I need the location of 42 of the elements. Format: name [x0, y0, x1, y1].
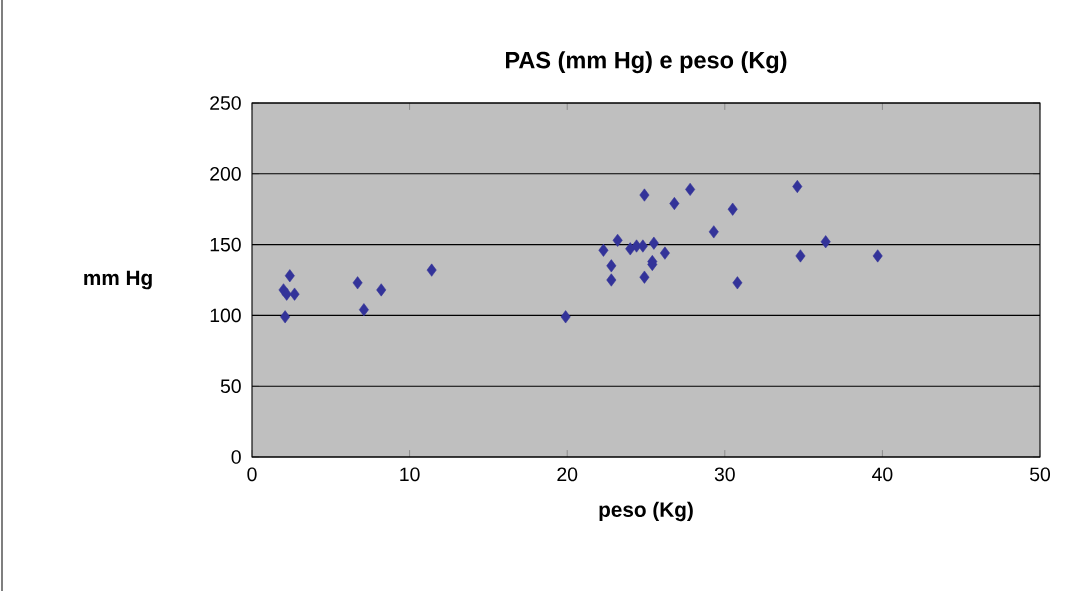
x-axis-title: peso (Kg) — [599, 501, 693, 522]
point — [659, 246, 670, 260]
point — [560, 310, 571, 324]
point — [820, 235, 831, 249]
point — [280, 310, 291, 324]
point — [732, 276, 743, 290]
x-tick-label: 50 — [1030, 467, 1051, 482]
y-tick-label: 250 — [210, 96, 241, 110]
y-tick-label: 150 — [210, 237, 241, 252]
point — [606, 259, 617, 273]
point — [352, 276, 363, 290]
point — [685, 182, 696, 196]
point — [281, 287, 292, 301]
point — [639, 188, 650, 202]
point — [637, 239, 648, 253]
y-tick-label: 100 — [210, 308, 241, 323]
point — [792, 180, 803, 194]
y-tick-label: 200 — [210, 166, 241, 181]
point — [289, 287, 300, 301]
point — [648, 236, 659, 250]
y-tick-label: 50 — [220, 379, 241, 394]
point — [727, 202, 738, 216]
x-tick-label: 0 — [247, 467, 257, 482]
y-axis-title: mm Hg — [84, 270, 152, 290]
point — [872, 249, 883, 263]
point — [669, 197, 680, 211]
point — [612, 233, 623, 247]
x-tick-label: 40 — [872, 467, 893, 482]
chart-title: PAS (mm Hg) e peso (Kg) — [506, 51, 787, 74]
x-tick-label: 10 — [400, 467, 420, 482]
point — [606, 273, 617, 287]
point — [598, 243, 609, 257]
point — [795, 249, 806, 263]
x-tick-label: 30 — [714, 467, 735, 482]
point — [639, 270, 650, 284]
point — [358, 303, 369, 317]
x-tick-label: 20 — [557, 467, 578, 482]
point — [426, 263, 437, 277]
y-tick-label: 0 — [231, 450, 241, 464]
point — [708, 225, 719, 239]
point — [284, 269, 295, 283]
point — [376, 283, 387, 297]
